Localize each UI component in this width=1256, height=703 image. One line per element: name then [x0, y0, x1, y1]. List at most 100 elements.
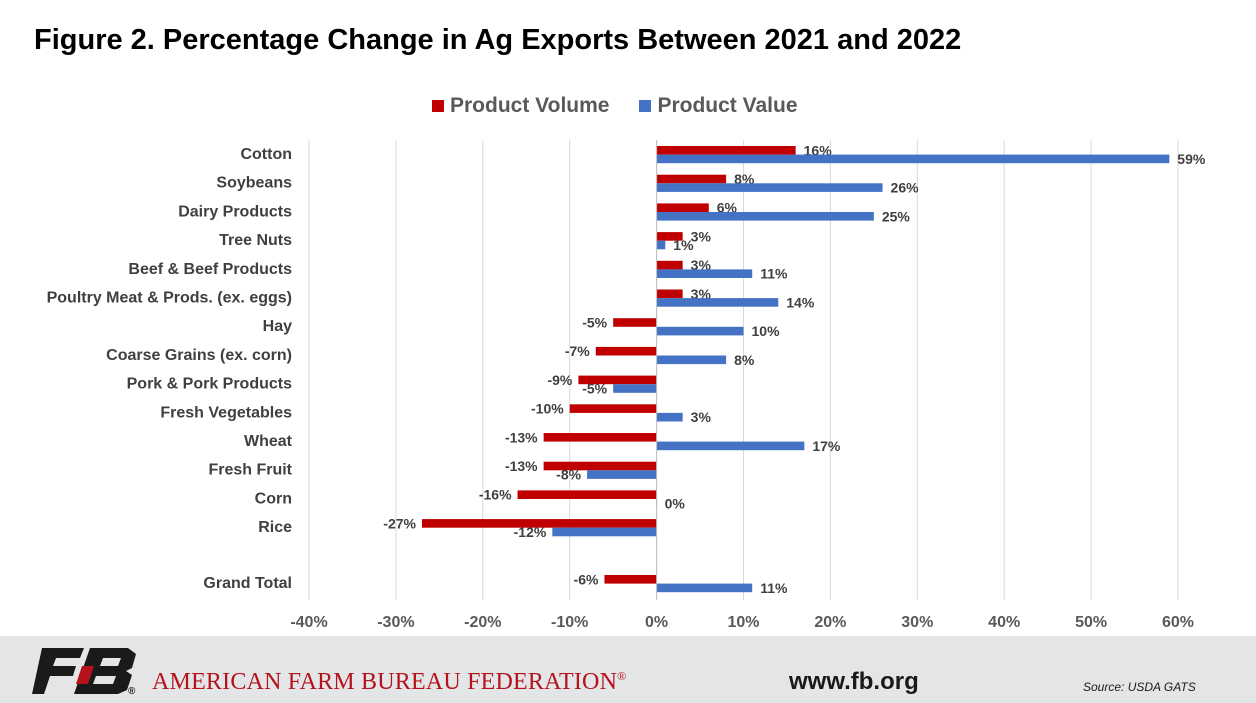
x-tick-label: 0%: [645, 614, 668, 631]
volume-bar: [656, 174, 727, 184]
volume-bar: [656, 289, 683, 299]
category-label: Beef & Beef Products: [128, 261, 292, 278]
value-bar: [656, 240, 666, 250]
footer-band: [0, 636, 1256, 703]
data-label: -7%: [565, 343, 590, 359]
organization-name: AMERICAN FARM BUREAU FEDERATION®: [152, 669, 626, 696]
category-label: Hay: [263, 318, 292, 335]
volume-bar: [517, 490, 657, 499]
category-label: Cotton: [240, 146, 292, 163]
value-bar: [656, 154, 1170, 164]
value-bar: [656, 441, 805, 451]
legend-item-volume: Product Volume: [432, 94, 609, 118]
value-bar: [656, 212, 874, 221]
value-bar: [656, 583, 753, 593]
data-label: 1%: [673, 237, 694, 253]
category-label: Fresh Fruit: [208, 462, 292, 479]
data-label: 3%: [691, 228, 712, 244]
data-label: 59%: [1177, 151, 1206, 167]
volume-bar: [543, 461, 657, 471]
volume-bar: [595, 346, 657, 356]
x-tick-label: -20%: [464, 614, 501, 631]
category-label: Fresh Vegetables: [160, 404, 292, 421]
data-label: -9%: [547, 372, 572, 388]
value-bar: [656, 412, 683, 422]
data-label: 8%: [734, 171, 755, 187]
x-tick-label: 20%: [814, 614, 846, 631]
volume-bar: [421, 519, 657, 528]
value-bar: [656, 298, 779, 307]
data-label: -13%: [505, 429, 538, 445]
category-label: Wheat: [244, 433, 293, 450]
svg-text:®: ®: [128, 686, 136, 696]
category-label: Coarse Grains (ex. corn): [106, 347, 292, 364]
data-label: 17%: [812, 438, 841, 454]
data-label: -12%: [514, 524, 547, 540]
value-bar: [613, 384, 657, 393]
category-label: Pork & Pork Products: [127, 376, 292, 393]
volume-bar: [656, 260, 683, 270]
data-label: -8%: [556, 467, 581, 483]
category-label: Corn: [255, 490, 292, 507]
data-label: 16%: [804, 142, 833, 158]
organization-name-text: AMERICAN FARM BUREAU FEDERATION: [152, 669, 618, 695]
data-label: -5%: [582, 315, 607, 331]
data-label: 25%: [882, 208, 911, 224]
registered-mark: ®: [617, 669, 627, 683]
category-label: Rice: [258, 519, 292, 536]
volume-bar: [569, 404, 657, 413]
data-label: -27%: [383, 515, 416, 531]
data-label: 8%: [734, 352, 755, 368]
data-label: 3%: [691, 257, 712, 273]
chart-title: Figure 2. Percentage Change in Ag Export…: [34, 24, 962, 56]
data-label: 11%: [760, 580, 788, 596]
volume-bar: [613, 318, 657, 327]
data-label: 10%: [752, 323, 781, 339]
volume-bar: [604, 575, 657, 584]
legend-label-volume: Product Volume: [450, 94, 610, 117]
value-bar: [656, 326, 744, 336]
value-bar: [552, 527, 657, 537]
category-label: Grand Total: [203, 575, 292, 592]
data-label: 11%: [760, 266, 788, 282]
legend-swatch-value: [639, 100, 652, 112]
category-label: Tree Nuts: [219, 232, 292, 249]
data-label: 3%: [691, 286, 712, 302]
data-label: -13%: [505, 458, 538, 474]
volume-bar: [656, 146, 796, 155]
data-label: -10%: [531, 401, 564, 417]
data-label: 6%: [717, 200, 738, 216]
x-tick-label: -10%: [551, 614, 588, 631]
legend-item-value: Product Value: [639, 94, 798, 118]
value-bar: [656, 183, 883, 192]
x-tick-label: -40%: [290, 614, 327, 631]
category-label: Soybeans: [216, 175, 292, 192]
source-note: Source: USDA GATS: [1083, 680, 1196, 694]
fb-logo: ®: [32, 648, 136, 696]
x-tick-label: 50%: [1075, 614, 1107, 631]
volume-bar: [578, 375, 657, 385]
data-label: 26%: [891, 180, 920, 196]
category-label: Poultry Meat & Prods. (ex. eggs): [47, 290, 292, 307]
value-bar: [656, 355, 727, 365]
x-tick-label: 10%: [727, 614, 759, 631]
data-label: -16%: [479, 487, 512, 503]
data-label: -5%: [582, 381, 607, 397]
x-tick-label: 30%: [901, 614, 933, 631]
category-label: Dairy Products: [178, 203, 292, 220]
volume-bar: [543, 433, 657, 442]
x-tick-label: 40%: [988, 614, 1020, 631]
legend-label-value: Product Value: [657, 94, 798, 117]
legend-swatch-volume: [432, 100, 444, 112]
data-label: 3%: [691, 409, 712, 425]
x-tick-label: 60%: [1162, 614, 1194, 631]
data-label: -6%: [574, 571, 599, 587]
bar-chart: -40% -30% -20% -10% 0% 10% 20% 30% 40% 50% 60% Cott…: [47, 140, 1206, 631]
value-bar: [587, 470, 657, 479]
value-bar: [656, 269, 753, 278]
volume-bar: [656, 232, 683, 241]
x-tick-label: -30%: [377, 614, 414, 631]
chart-legend: Product Volume Product Value: [432, 94, 828, 118]
data-label: 0%: [665, 495, 686, 511]
website-url: www.fb.org: [789, 668, 919, 695]
